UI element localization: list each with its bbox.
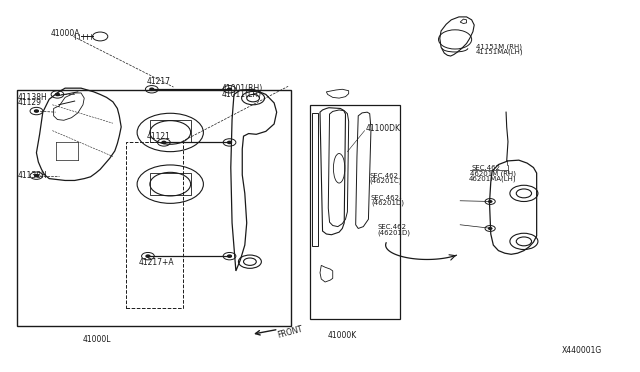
Circle shape [146, 255, 150, 257]
Text: 41011(LH): 41011(LH) [221, 90, 261, 99]
Text: 41151M (RH): 41151M (RH) [476, 43, 522, 50]
Circle shape [162, 141, 166, 144]
Bar [125, 142, 183, 308]
Text: (46201C): (46201C) [370, 177, 402, 184]
Bar [312, 113, 318, 246]
Text: 41000L: 41000L [83, 335, 111, 344]
Text: 41000K: 41000K [328, 331, 357, 340]
Text: 46201MA(LH): 46201MA(LH) [469, 175, 516, 182]
Text: 41129: 41129 [17, 98, 42, 107]
Text: SEC.462: SEC.462 [370, 173, 399, 179]
Text: 41001(RH): 41001(RH) [221, 84, 262, 93]
Circle shape [228, 141, 232, 144]
Circle shape [150, 88, 154, 90]
Text: (46201D): (46201D) [371, 200, 404, 206]
Text: SEC.462: SEC.462 [472, 165, 500, 171]
Text: (46201D): (46201D) [378, 229, 410, 236]
Circle shape [56, 93, 60, 96]
Bar [17, 90, 291, 326]
Text: SEC.462: SEC.462 [378, 224, 406, 230]
Text: 41100DK: 41100DK [366, 124, 401, 133]
Text: X440001G: X440001G [562, 346, 602, 355]
Text: 41217+A: 41217+A [138, 258, 174, 267]
Bar [150, 173, 191, 195]
Text: FRONT: FRONT [276, 324, 304, 340]
Circle shape [228, 88, 232, 90]
Bar [150, 119, 191, 142]
Circle shape [228, 255, 232, 257]
Circle shape [35, 110, 38, 112]
Text: 41121: 41121 [147, 132, 170, 141]
Text: 41217: 41217 [147, 77, 171, 86]
Circle shape [35, 174, 38, 177]
Bar [310, 105, 399, 319]
Circle shape [488, 201, 492, 202]
Text: 41151MA(LH): 41151MA(LH) [476, 48, 524, 55]
Text: 46201M (RH): 46201M (RH) [470, 170, 516, 177]
Text: 41000A: 41000A [51, 29, 81, 38]
Circle shape [488, 228, 492, 230]
Text: 41138H: 41138H [17, 171, 47, 180]
Text: 41138H: 41138H [17, 93, 47, 102]
Text: SEC.462-: SEC.462- [371, 195, 403, 201]
